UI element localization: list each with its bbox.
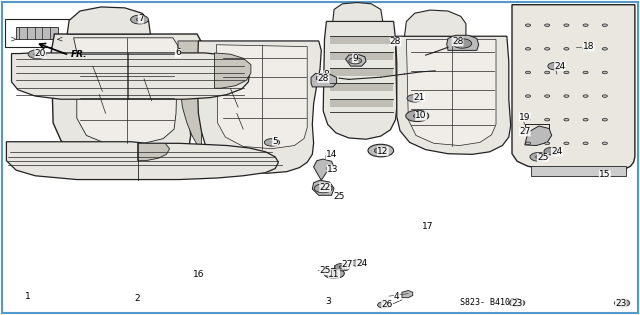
Polygon shape xyxy=(197,41,321,173)
Polygon shape xyxy=(512,5,635,169)
Ellipse shape xyxy=(374,147,387,154)
Ellipse shape xyxy=(324,268,344,278)
Ellipse shape xyxy=(545,48,550,50)
Text: 6: 6 xyxy=(175,49,180,57)
Ellipse shape xyxy=(545,24,550,26)
Text: 13: 13 xyxy=(327,165,339,174)
Polygon shape xyxy=(178,41,202,148)
Ellipse shape xyxy=(525,95,531,97)
Ellipse shape xyxy=(602,24,607,26)
Text: 10: 10 xyxy=(415,112,427,120)
Ellipse shape xyxy=(583,71,588,74)
Text: 22: 22 xyxy=(319,183,331,192)
Polygon shape xyxy=(330,36,393,44)
Polygon shape xyxy=(330,99,393,107)
Text: 4: 4 xyxy=(394,292,399,301)
Ellipse shape xyxy=(339,266,346,269)
Ellipse shape xyxy=(264,139,280,146)
Ellipse shape xyxy=(545,142,550,145)
Polygon shape xyxy=(323,21,397,139)
Polygon shape xyxy=(314,159,334,180)
Polygon shape xyxy=(311,73,337,87)
Ellipse shape xyxy=(509,299,525,307)
Text: 24: 24 xyxy=(554,62,566,71)
Text: 5: 5 xyxy=(273,137,278,146)
Ellipse shape xyxy=(314,184,332,193)
Text: 26: 26 xyxy=(381,301,393,309)
Ellipse shape xyxy=(368,144,394,157)
Ellipse shape xyxy=(131,15,148,24)
Ellipse shape xyxy=(413,114,421,118)
Text: 14: 14 xyxy=(326,151,337,159)
Text: 1: 1 xyxy=(25,292,30,301)
Ellipse shape xyxy=(564,118,569,121)
Ellipse shape xyxy=(602,48,607,50)
Text: 24: 24 xyxy=(356,260,367,268)
Ellipse shape xyxy=(564,95,569,97)
Ellipse shape xyxy=(530,152,548,161)
Text: 15: 15 xyxy=(599,170,611,179)
Text: 8: 8 xyxy=(324,71,329,79)
Ellipse shape xyxy=(564,142,569,145)
Text: 25: 25 xyxy=(537,153,548,162)
Polygon shape xyxy=(216,45,307,149)
Ellipse shape xyxy=(351,260,364,266)
Text: 27: 27 xyxy=(342,260,353,269)
Text: 17: 17 xyxy=(422,222,433,231)
Text: 21: 21 xyxy=(413,93,425,101)
Text: FR.: FR. xyxy=(70,50,87,59)
Polygon shape xyxy=(74,38,178,143)
Ellipse shape xyxy=(136,18,143,21)
Ellipse shape xyxy=(34,53,40,56)
Polygon shape xyxy=(330,52,393,60)
Polygon shape xyxy=(5,19,90,47)
Polygon shape xyxy=(312,180,334,195)
Text: 16: 16 xyxy=(193,270,204,278)
Polygon shape xyxy=(214,53,251,88)
Ellipse shape xyxy=(545,71,550,74)
Text: 28: 28 xyxy=(452,37,463,46)
Text: 25: 25 xyxy=(319,266,331,275)
Text: 19: 19 xyxy=(519,113,531,122)
Ellipse shape xyxy=(602,71,607,74)
Ellipse shape xyxy=(320,187,326,190)
Ellipse shape xyxy=(583,95,588,97)
Ellipse shape xyxy=(583,48,588,50)
Ellipse shape xyxy=(452,39,472,48)
Text: 3: 3 xyxy=(325,297,330,306)
Polygon shape xyxy=(316,76,324,79)
Ellipse shape xyxy=(602,95,607,97)
Polygon shape xyxy=(346,54,366,66)
Polygon shape xyxy=(138,143,170,161)
Ellipse shape xyxy=(564,71,569,74)
Polygon shape xyxy=(67,7,150,34)
Text: 28: 28 xyxy=(317,74,329,83)
Ellipse shape xyxy=(536,155,542,158)
Ellipse shape xyxy=(583,142,588,145)
Polygon shape xyxy=(406,39,496,146)
Ellipse shape xyxy=(525,48,531,50)
Ellipse shape xyxy=(525,71,531,74)
Ellipse shape xyxy=(564,48,569,50)
Polygon shape xyxy=(330,83,393,91)
Text: 23: 23 xyxy=(615,299,627,307)
Polygon shape xyxy=(330,68,393,76)
Text: 23: 23 xyxy=(511,299,523,307)
Polygon shape xyxy=(51,34,204,172)
Ellipse shape xyxy=(406,110,429,122)
Ellipse shape xyxy=(544,147,559,155)
Ellipse shape xyxy=(330,272,338,275)
Ellipse shape xyxy=(407,94,422,102)
Text: 20: 20 xyxy=(35,49,46,58)
Polygon shape xyxy=(404,10,466,36)
Ellipse shape xyxy=(602,118,607,121)
Polygon shape xyxy=(447,35,479,50)
Text: S823- B4100B: S823- B4100B xyxy=(460,298,520,307)
Ellipse shape xyxy=(28,50,46,59)
Polygon shape xyxy=(12,53,250,99)
Polygon shape xyxy=(396,36,511,154)
Text: 9: 9 xyxy=(353,54,358,63)
Text: 28: 28 xyxy=(390,37,401,46)
Text: 2: 2 xyxy=(135,294,140,303)
